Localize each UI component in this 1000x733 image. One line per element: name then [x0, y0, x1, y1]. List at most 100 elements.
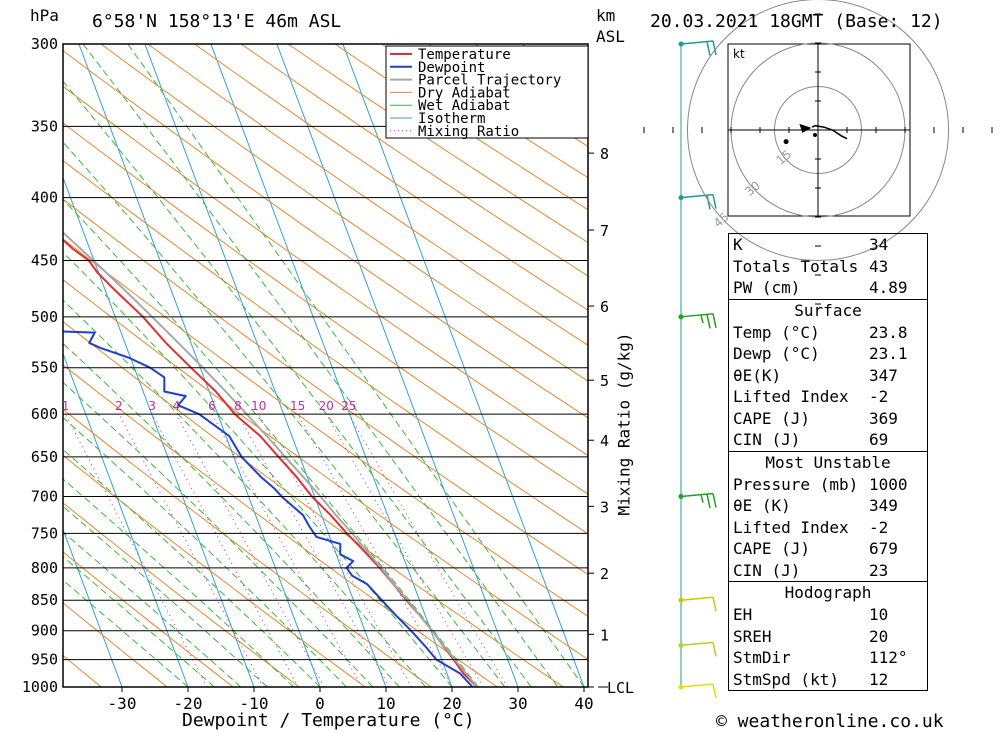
surface-row: θE(K) 347: [733, 365, 898, 385]
index-row-totals: Totals Totals 43: [733, 256, 889, 276]
index-row-pw: PW (cm) 4.89: [733, 278, 908, 297]
legend-entry: Temperature: [418, 47, 511, 63]
mu-row: CAPE (J) 679: [733, 539, 898, 558]
dry-adiabat-line: [287, 44, 588, 244]
km-tick-label: 2: [600, 565, 609, 583]
wind-barb: [680, 40, 717, 56]
indices-top-section: K 34 Totals Totals 43 PW (cm) 4.89: [729, 234, 927, 299]
station-location: 6°58'N 158°13'E 46m ASL: [92, 11, 342, 32]
hodograph-title: Hodograph: [784, 583, 872, 602]
dry-adiabat-line: [63, 238, 588, 617]
temperature-tick-label: 20: [442, 694, 461, 713]
pressure-tick-label: 700: [31, 488, 58, 506]
dry-adiabat-line: [0, 44, 35, 687]
mixing-ratio-line: [348, 413, 508, 687]
most-unstable-title: Most Unstable: [765, 452, 891, 472]
mixing-ratio-line: [325, 413, 484, 687]
temperature-tick-label: 30: [508, 694, 527, 713]
dry-adiabat-line: [63, 85, 588, 457]
wind-barb: [680, 596, 717, 612]
surface-row: CIN (J) 69: [733, 430, 889, 449]
wet-adiabat-line: [63, 555, 215, 687]
mixing-ratio-label: 4: [173, 399, 181, 413]
pressure-tick-label: 350: [31, 117, 58, 135]
hodograph-section: Hodograph EH 10 SREH 20 StmDir 112° StmSpd …: [729, 581, 927, 690]
temperature-line: [63, 238, 478, 687]
temperature-tick-label: -10: [240, 694, 269, 713]
mixing-ratio-line: [118, 413, 264, 687]
mixing-ratio-label: 10: [251, 399, 266, 413]
dewpoint-line: [63, 330, 474, 687]
most-unstable-section: Most Unstable Pressure (mb) 1000 θE (K) 34…: [729, 450, 927, 582]
pressure-tick-label: 300: [31, 35, 58, 53]
km-tick-label: 8: [600, 145, 609, 163]
temperature-tick-label: 40: [574, 694, 593, 713]
pressure-tick-label: 550: [31, 359, 58, 377]
isotherm-line: [144, 44, 387, 687]
dry-adiabat-line: [63, 502, 300, 687]
legend-entry: Wet Adiabat: [418, 98, 511, 114]
mixing-ratio-label: 2: [115, 399, 123, 413]
indices-panel: K 34 Totals Totals 43 PW (cm) 4.89 Surface …: [728, 233, 928, 691]
hodo-row: StmSpd (kt) 12: [733, 669, 889, 689]
pressure-unit-label: hPa: [30, 6, 59, 25]
isotherm-line: [63, 528, 123, 687]
mixing-ratio-label: 1: [62, 399, 70, 413]
legend-box: [385, 45, 589, 139]
mixing-ratio-label: 15: [290, 399, 305, 413]
pressure-tick-label: 650: [31, 448, 58, 466]
pressure-tick-label: 600: [31, 405, 58, 423]
dry-adiabat-line: [63, 408, 432, 687]
mixing-ratio-line: [297, 413, 454, 687]
storm-motion-marker: [799, 123, 812, 133]
legend-entry: Parcel Trajectory: [418, 73, 561, 89]
mixing-ratio-label: 6: [208, 399, 216, 413]
mu-row: Pressure (mb) 1000: [733, 474, 908, 494]
wet-adiabat-line: [82, 44, 559, 687]
legend-entry: Isotherm: [418, 111, 485, 127]
index-row-k: K 34: [733, 235, 889, 254]
dry-adiabat-line: [241, 44, 588, 277]
legend-entry: Dewpoint: [418, 60, 485, 76]
temperature-tick-label: -20: [174, 694, 203, 713]
parcel-trajectory-line: [63, 231, 478, 687]
height-unit-asl: ASL: [596, 27, 625, 46]
hodograph-unit-label: kt: [733, 47, 745, 61]
pressure-tick-label: 1000: [22, 678, 58, 696]
km-tick-label: 4: [600, 432, 609, 450]
wind-barb: [680, 492, 717, 509]
pressure-tick-label: 400: [31, 189, 58, 207]
wet-adiabat-line: [63, 342, 400, 687]
km-tick-label: LCL: [607, 679, 634, 697]
hodograph-point: [813, 133, 817, 137]
wet-adiabat-line: [63, 198, 479, 687]
plot-frame: [62, 43, 589, 688]
mixing-ratio-label: 8: [234, 399, 242, 413]
mu-row: CIN (J) 23: [733, 560, 889, 580]
hodograph-point: [783, 139, 789, 145]
pressure-tick-label: 750: [31, 524, 58, 542]
surface-row: Lifted Index -2: [733, 387, 889, 406]
km-tick-label: 3: [600, 498, 609, 516]
km-tick-label: 1: [600, 626, 609, 644]
km-tick-label: 7: [600, 222, 609, 240]
mu-row: θE (K) 349: [733, 496, 898, 515]
wind-barb: [680, 641, 717, 657]
temperature-tick-label: 0: [315, 694, 325, 713]
isotherm-line: [342, 44, 585, 687]
wind-barb: [680, 313, 717, 329]
wind-barb: [680, 683, 717, 699]
mixing-ratio-axis-title: Mixing Ratio (g/kg): [614, 332, 634, 516]
wind-barb: [680, 193, 717, 210]
dry-adiabat-line: [63, 321, 564, 687]
mu-row: Lifted Index -2: [733, 517, 889, 537]
temperature-tick-label: -30: [108, 694, 137, 713]
surface-row: CAPE (J) 369: [733, 408, 898, 428]
dry-adiabat-line: [63, 279, 588, 661]
legend-entry: Mixing Ratio: [418, 124, 519, 140]
isotherm-line: [63, 176, 255, 687]
pressure-tick-label: 900: [31, 622, 58, 640]
pressure-tick-label: 500: [31, 308, 58, 326]
km-tick-label: 6: [600, 298, 609, 316]
pressure-tick-label: 450: [31, 252, 58, 270]
